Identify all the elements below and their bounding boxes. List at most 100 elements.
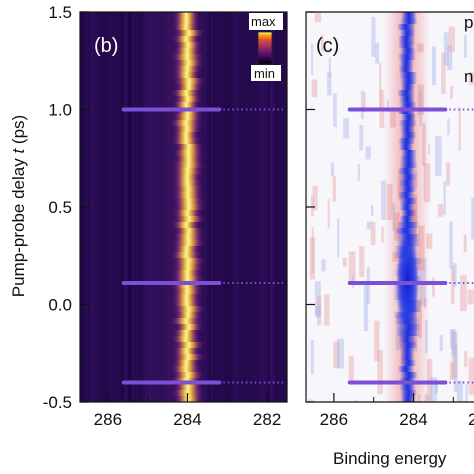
peak-slice	[400, 354, 415, 360]
noise-streak	[469, 71, 474, 85]
noise-streak	[381, 227, 384, 242]
noise-streak	[315, 306, 321, 318]
noise-streak	[314, 12, 322, 23]
noise-streak	[381, 180, 386, 220]
noise-streak	[258, 12, 261, 402]
noise-streak	[95, 12, 99, 402]
peak-slice	[171, 78, 207, 84]
panel-c-edge-text-mid: n	[464, 67, 473, 86]
panel-c-axes: 286 284 2	[306, 11, 474, 429]
peak-slice	[170, 240, 207, 246]
y-axis-label-var: t	[9, 148, 28, 154]
panel-b-markers	[121, 107, 284, 385]
noise-streak	[443, 181, 446, 215]
noise-streak	[359, 246, 365, 277]
noise-streak	[363, 92, 366, 113]
peak-slice	[170, 114, 205, 120]
peak-slice	[400, 126, 415, 132]
peak-slice	[170, 138, 203, 144]
x-tick-label: 282	[253, 410, 281, 429]
noise-streak	[366, 221, 372, 230]
peak-slice	[399, 72, 418, 78]
noise-streak	[314, 281, 321, 316]
x-tick-label: 284	[399, 410, 427, 429]
noise-streak	[121, 12, 124, 402]
panel-b: (b) max min	[79, 11, 288, 403]
panel-c-edge-text-top: p	[464, 13, 473, 32]
noise-streak	[311, 195, 314, 217]
noise-streak	[131, 12, 134, 402]
noise-streak	[336, 338, 344, 369]
noise-streak	[447, 118, 450, 136]
noise-streak	[267, 12, 271, 402]
noise-streak	[268, 12, 270, 402]
peak-slice	[171, 264, 206, 270]
noise-streak	[222, 12, 226, 402]
noise-streak	[328, 57, 331, 77]
peak-slice	[170, 132, 202, 138]
noise-streak	[458, 107, 461, 152]
noise-streak	[311, 227, 314, 274]
noise-streak	[348, 251, 356, 283]
noise-streak	[348, 355, 354, 384]
peak-slice	[399, 180, 416, 186]
peak-slice	[399, 162, 418, 168]
peak-slice	[400, 78, 417, 84]
peak-slice	[170, 372, 206, 378]
y-axis-label-prefix: Pump-probe delay	[9, 154, 28, 298]
peak-slice	[170, 168, 205, 174]
noise-streak	[236, 12, 239, 402]
noise-streak	[435, 136, 442, 176]
peak-slice	[171, 186, 205, 192]
peak-slice	[400, 48, 416, 54]
noise-streak	[360, 90, 364, 120]
noise-streak	[371, 16, 376, 57]
peak-slice	[400, 390, 417, 396]
noise-streak	[333, 341, 340, 369]
peak-slice	[171, 204, 207, 210]
peak-slice	[399, 102, 417, 108]
peak-slice	[168, 120, 205, 126]
noise-streak	[333, 93, 337, 127]
noise-streak	[439, 335, 443, 352]
noise-streak	[266, 12, 268, 402]
peak-slice	[173, 144, 205, 150]
peak-slice	[173, 84, 205, 90]
peak-slice	[171, 246, 203, 252]
peak-slice	[171, 342, 206, 348]
peak-slice	[170, 192, 205, 198]
noise-streak	[247, 12, 249, 402]
noise-streak	[374, 320, 380, 362]
peak-slice	[170, 150, 206, 156]
peak-slice	[170, 276, 206, 282]
panel-c-peak	[393, 12, 422, 402]
noise-streak	[330, 162, 335, 177]
colorbar-min-label: min	[254, 66, 275, 81]
peak-slice	[401, 12, 417, 18]
noise-streak	[90, 12, 94, 402]
noise-streak	[274, 12, 277, 402]
noise-streak	[233, 12, 236, 402]
noise-streak	[448, 26, 455, 53]
peak-slice	[399, 120, 417, 126]
y-axis-label: Pump-probe delay t (ps)	[9, 115, 28, 297]
peak-slice	[398, 54, 416, 60]
panel-c: (c) p n	[305, 11, 474, 403]
noise-streak	[227, 12, 230, 402]
noise-streak	[467, 289, 474, 305]
noise-streak	[451, 329, 457, 356]
peak-slice	[398, 168, 416, 174]
peak-slice	[170, 126, 204, 132]
noise-streak	[249, 12, 251, 402]
peak-slice	[398, 138, 416, 144]
noise-streak	[307, 399, 314, 402]
panel-b-peak	[168, 12, 207, 402]
peak-slice	[170, 258, 207, 264]
peak-slice	[398, 336, 416, 342]
noise-streak	[379, 62, 382, 108]
noise-streak	[450, 86, 453, 100]
peak-slice	[170, 288, 205, 294]
peak-slice	[172, 384, 205, 390]
noise-streak	[437, 204, 444, 217]
noise-streak	[430, 377, 438, 402]
